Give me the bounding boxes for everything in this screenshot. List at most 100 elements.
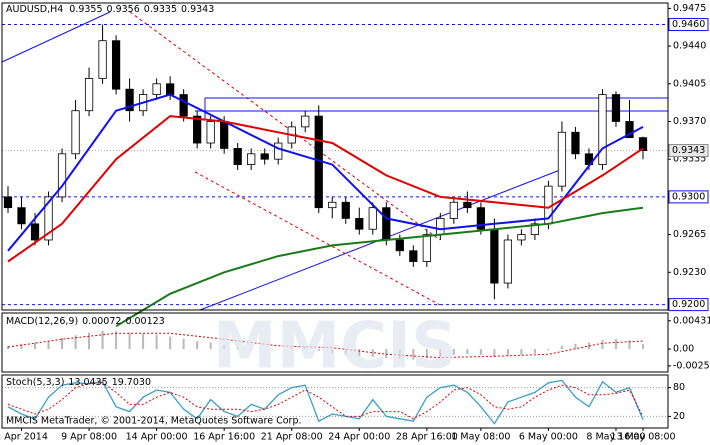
symbol: AUDUSD,H4 [6,4,63,15]
x-tick-label: 9 Apr 08:00 [61,432,117,443]
main-frame [1,2,669,311]
level-box [668,298,709,312]
y-tick-label: 20 [673,411,685,422]
y-tick-label: 0.00431 [673,315,710,326]
candle-body [409,250,418,262]
candle-body [3,196,13,209]
x-tick-label: 24 Apr 00:00 [328,432,390,443]
candle-body [233,148,242,165]
candle-body [449,201,458,219]
candle-body [611,94,621,122]
candle-body [517,234,526,241]
x-tick-label: 21 Apr 08:00 [261,432,323,443]
x-tick-label: 8 May 16:00 [586,432,645,443]
macd-title: MACD(12,26,9) 0.00072 0.00123 [6,316,165,327]
candle-body [17,207,26,225]
last-price-label: 0.9343 [672,145,705,156]
ohlc-low: 0.9335 [144,4,177,15]
x-tick-label: 16 Apr 16:00 [193,432,255,443]
channel-line [194,171,441,306]
y-tick-label: 0.9405 [673,78,706,89]
candle-body [247,153,256,165]
candle-body [503,239,513,284]
ohlc-open: 0.9355 [69,4,102,15]
candle-body [44,196,53,241]
stoch-name: Stoch(5,3,3) [6,377,64,388]
stoch-value: 13.0435 [68,377,107,388]
x-tick-label: 13 May 08:00 [610,432,675,443]
ohlc-close: 0.9343 [181,4,214,15]
x-tick-label: 6 May 00:00 [519,432,578,443]
channel-line [129,11,441,241]
level-label: 0.9200 [672,299,705,310]
macd-signal-value: 0.00123 [125,316,164,327]
candle-body [220,121,229,149]
moving-average [115,206,644,328]
macd-frame [1,312,669,373]
x-tick-label: 2 Apr 2014 [0,432,48,443]
candle-body [557,131,567,187]
candle-body [355,218,364,230]
footer: MMCIS MetaTrader, © 2001-2014, MetaQuote… [6,416,302,427]
moving-average [7,115,644,263]
level-label: 0.9460 [672,19,705,30]
y-tick-label: -0.00257 [673,360,710,371]
last-price-box [668,144,709,158]
candle-body [125,88,134,112]
candle-body [152,83,161,95]
candle-body [274,142,283,160]
x-tick-label: 28 Apr 16:00 [396,432,458,443]
level-box [668,18,709,32]
candle-body [328,201,337,209]
candle-body [571,131,580,155]
candle-body [206,121,215,144]
ohlc-high: 0.9356 [107,4,140,15]
candle-body [193,115,202,144]
candle-body [57,153,67,198]
candle-body [98,40,107,79]
stoch-signal [7,382,644,420]
moving-average [7,93,644,252]
candle-body [179,94,188,117]
y-tick-label: 0.9265 [673,229,706,240]
candle-body [84,78,94,112]
candle-body [111,40,121,90]
candle-body [638,137,648,151]
candle-body [30,223,40,241]
candle-body [490,228,499,284]
candle-body [368,207,377,230]
macd-name: MACD(12,26,9) [6,316,78,327]
candle-body [71,110,80,155]
stoch-signal-value: 19.7030 [112,377,151,388]
candle-body [436,218,445,235]
level-label: 0.9300 [672,191,705,202]
candle-body [598,94,607,165]
candle-body [463,201,472,209]
candle-body [301,115,310,128]
stoch-frame [1,374,669,429]
watermark: MMCIS [213,310,457,384]
stoch-main [7,379,644,425]
candle-body [341,201,350,219]
y-tick-label: 0.9335 [673,154,706,165]
macd-signal [7,332,644,359]
trend-line [1,11,111,63]
symbol-title: AUDUSD,H4 0.9355 0.9356 0.9335 0.9343 [6,4,214,15]
x-tick-label: 14 Apr 00:00 [126,432,188,443]
candle-body [625,121,634,139]
candle-body [382,207,391,241]
y-tick-label: 0.9440 [673,41,706,52]
candle-body [422,234,431,262]
candle-body [395,239,404,252]
y-tick-label: 0.00 [673,344,694,355]
y-tick-label: 80 [673,382,685,393]
macd-value: 0.00072 [82,316,121,327]
candle-body [166,83,175,95]
candle-body [260,153,269,160]
y-tick-label: 0.9370 [673,116,706,127]
stoch-title: Stoch(5,3,3) 13.0435 19.7030 [6,377,151,388]
y-tick-label: 0.9475 [673,3,706,14]
marks [2,24,668,425]
